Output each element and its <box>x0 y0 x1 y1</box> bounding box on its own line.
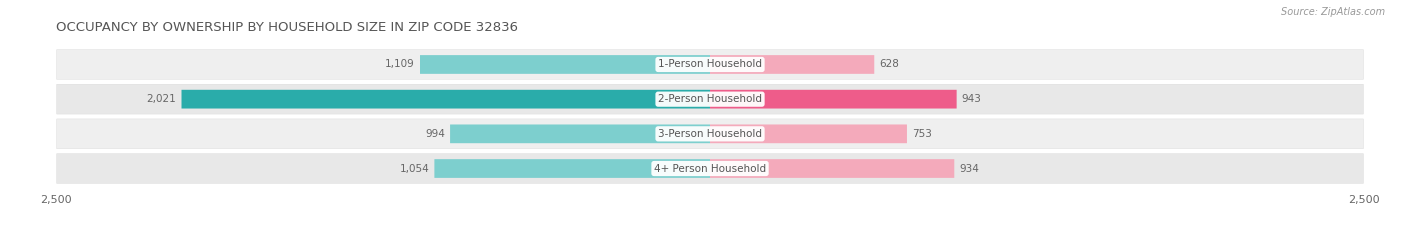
Text: 3-Person Household: 3-Person Household <box>658 129 762 139</box>
Text: 4+ Person Household: 4+ Person Household <box>654 164 766 174</box>
Text: 1-Person Household: 1-Person Household <box>658 59 762 69</box>
FancyBboxPatch shape <box>56 84 1364 114</box>
FancyBboxPatch shape <box>710 159 955 178</box>
Text: 753: 753 <box>912 129 932 139</box>
Text: 943: 943 <box>962 94 981 104</box>
Text: 994: 994 <box>425 129 444 139</box>
FancyBboxPatch shape <box>434 159 710 178</box>
Text: 628: 628 <box>880 59 900 69</box>
Text: Source: ZipAtlas.com: Source: ZipAtlas.com <box>1281 7 1385 17</box>
FancyBboxPatch shape <box>710 55 875 74</box>
FancyBboxPatch shape <box>56 119 1364 148</box>
Text: OCCUPANCY BY OWNERSHIP BY HOUSEHOLD SIZE IN ZIP CODE 32836: OCCUPANCY BY OWNERSHIP BY HOUSEHOLD SIZE… <box>56 21 519 34</box>
FancyBboxPatch shape <box>56 154 1364 183</box>
FancyBboxPatch shape <box>56 154 1364 183</box>
FancyBboxPatch shape <box>56 50 1364 79</box>
FancyBboxPatch shape <box>710 90 956 109</box>
Text: 2-Person Household: 2-Person Household <box>658 94 762 104</box>
FancyBboxPatch shape <box>450 124 710 143</box>
FancyBboxPatch shape <box>710 124 907 143</box>
FancyBboxPatch shape <box>420 55 710 74</box>
FancyBboxPatch shape <box>56 50 1364 79</box>
FancyBboxPatch shape <box>56 85 1364 114</box>
FancyBboxPatch shape <box>56 119 1364 149</box>
Text: 1,054: 1,054 <box>399 164 429 174</box>
FancyBboxPatch shape <box>181 90 710 109</box>
Text: 1,109: 1,109 <box>385 59 415 69</box>
Text: 934: 934 <box>959 164 980 174</box>
Text: 2,021: 2,021 <box>146 94 176 104</box>
